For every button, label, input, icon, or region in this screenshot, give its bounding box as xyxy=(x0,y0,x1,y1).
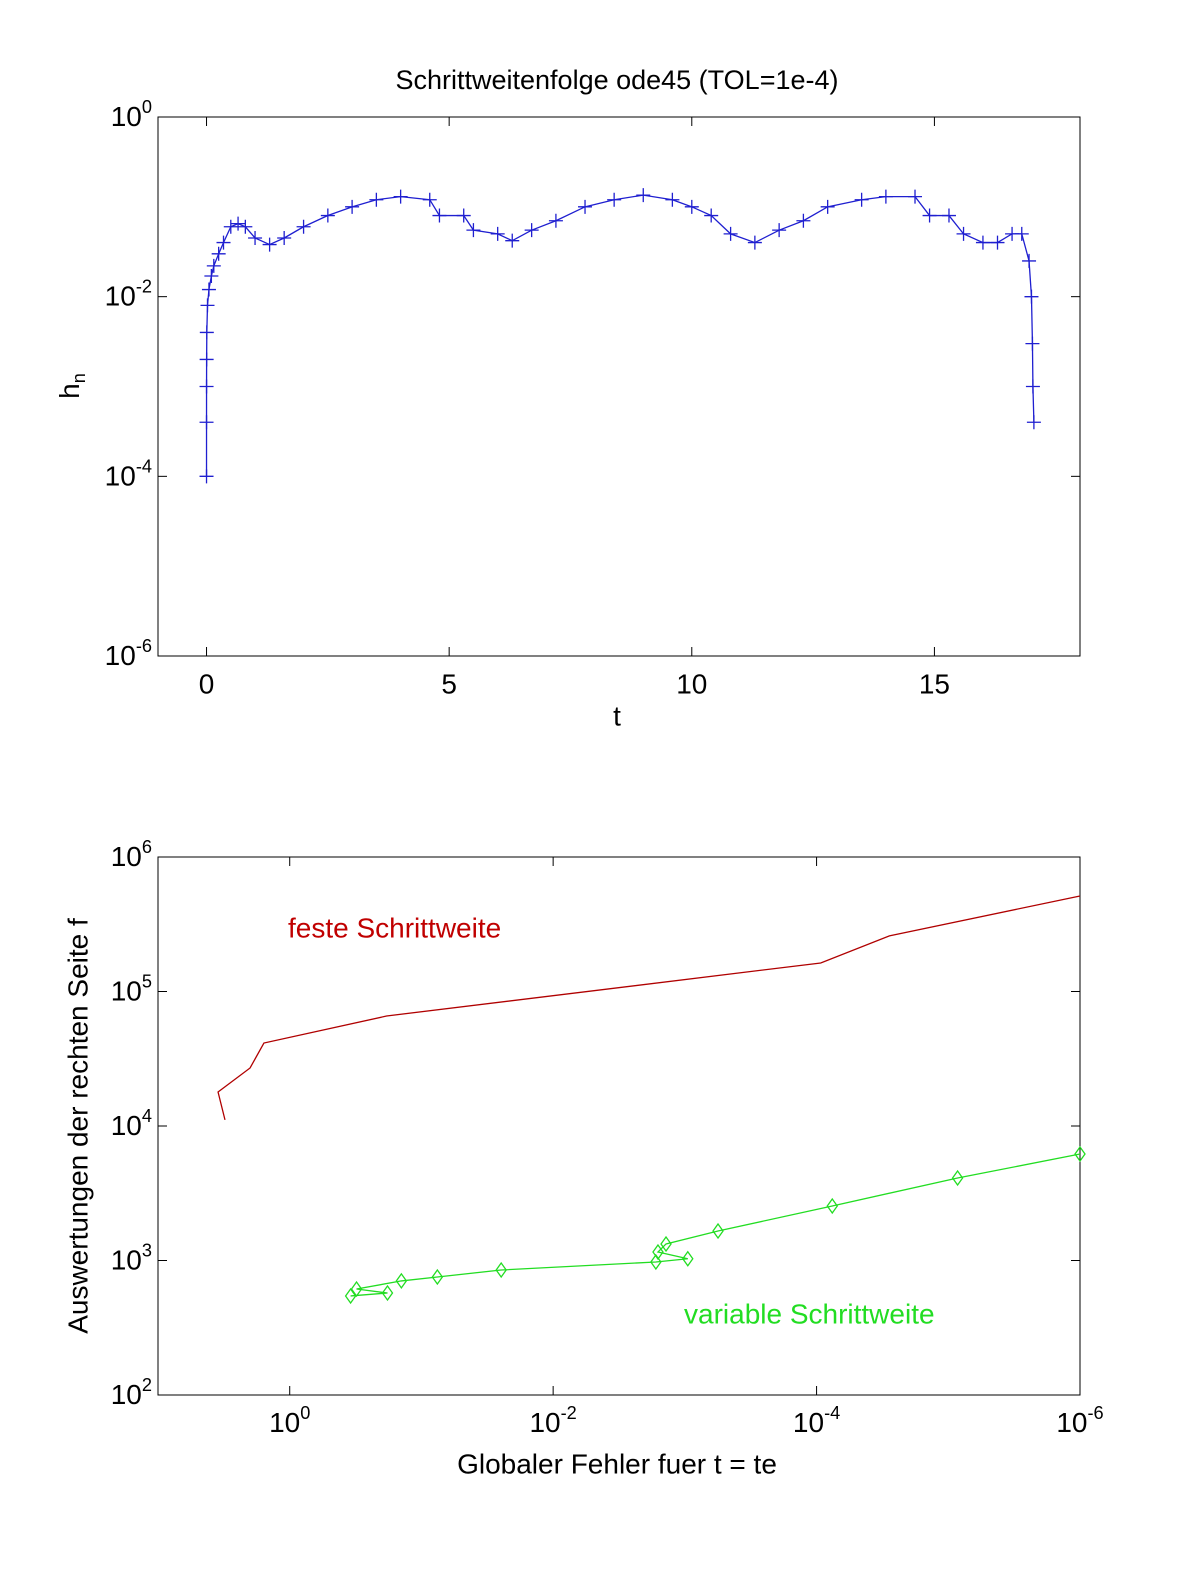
y-tick-label: 10-4 xyxy=(105,456,152,491)
marker-diamond xyxy=(381,1284,394,1302)
data-line xyxy=(217,895,1081,1121)
marker-plus xyxy=(422,192,437,207)
x-tick-label: 0 xyxy=(199,668,215,699)
marker-diamond xyxy=(495,1261,507,1279)
marker-plus xyxy=(922,208,937,223)
x-tick-label: 10-4 xyxy=(793,1403,840,1438)
marker-diamond xyxy=(826,1197,839,1215)
marker-plus xyxy=(578,199,593,214)
marker-plus xyxy=(369,192,384,207)
marker-plus xyxy=(1026,415,1041,430)
marker-plus xyxy=(665,192,680,207)
x-tick-label: 100 xyxy=(269,1403,310,1438)
marker-plus xyxy=(854,192,869,207)
x-tick-label: 5 xyxy=(441,668,457,699)
x-tick-label: 10-6 xyxy=(1056,1403,1103,1438)
y-tick-label: 10-6 xyxy=(105,636,152,671)
marker-plus xyxy=(296,219,311,234)
marker-plus xyxy=(345,199,360,214)
marker-plus xyxy=(432,208,447,223)
marker-plus xyxy=(723,226,738,241)
marker-plus xyxy=(320,208,335,223)
data-line xyxy=(205,194,1035,477)
marker-plus xyxy=(548,213,563,228)
marker-diamond xyxy=(431,1268,444,1286)
marker-plus xyxy=(223,219,238,234)
marker-plus xyxy=(199,415,214,430)
marker-plus xyxy=(216,235,231,250)
marker-plus xyxy=(206,258,221,273)
y-tick-label: 105 xyxy=(111,971,152,1006)
marker-plus xyxy=(199,352,214,367)
y-tick-label: 104 xyxy=(111,1106,152,1141)
marker-plus xyxy=(466,223,481,238)
marker-plus xyxy=(1024,289,1039,304)
marker-diamond xyxy=(951,1169,964,1187)
x-tick-label: 10-2 xyxy=(529,1403,576,1438)
y-tick-label: 102 xyxy=(111,1375,152,1410)
y-tick-label: 106 xyxy=(111,837,152,872)
marker-plus xyxy=(490,226,505,241)
y-tick-label: 10-2 xyxy=(105,277,152,312)
marker-plus xyxy=(393,189,408,204)
x-axis-label: Globaler Fehler fuer t = te xyxy=(457,1448,777,1479)
marker-plus xyxy=(277,230,292,245)
marker-plus xyxy=(636,188,651,203)
y-tick-label: 100 xyxy=(111,97,152,132)
marker-diamond xyxy=(681,1250,694,1267)
marker-plus xyxy=(990,235,1005,250)
marker-diamond xyxy=(652,1243,664,1261)
marker-diamond xyxy=(650,1253,662,1271)
marker-plus xyxy=(1014,226,1029,241)
marker-diamond xyxy=(660,1235,672,1253)
marker-plus xyxy=(524,223,539,238)
marker-plus xyxy=(975,235,990,250)
y-tick-label: 103 xyxy=(111,1240,152,1275)
annotation: variable Schrittweite xyxy=(684,1298,935,1329)
marker-diamond xyxy=(395,1272,408,1290)
y-axis-label: hn xyxy=(54,373,89,399)
marker-plus xyxy=(878,189,893,204)
marker-plus xyxy=(200,298,215,313)
marker-plus xyxy=(796,213,811,228)
x-tick-label: 15 xyxy=(919,668,950,699)
data-line xyxy=(350,1153,1081,1297)
marker-plus xyxy=(607,192,622,207)
marker-plus xyxy=(199,469,214,484)
axes-box xyxy=(157,116,1081,657)
marker-plus xyxy=(820,199,835,214)
marker-plus xyxy=(684,199,699,214)
marker-plus xyxy=(456,208,471,223)
marker-plus xyxy=(199,379,214,394)
marker-plus xyxy=(941,208,956,223)
marker-plus xyxy=(211,246,226,261)
marker-plus xyxy=(231,216,246,231)
marker-plus xyxy=(1025,379,1040,394)
marker-plus xyxy=(908,189,923,204)
marker-diamond xyxy=(350,1280,363,1298)
marker-plus xyxy=(262,237,277,252)
marker-plus xyxy=(956,226,971,241)
marker-plus xyxy=(772,223,787,238)
marker-plus xyxy=(248,230,263,245)
marker-plus xyxy=(704,208,719,223)
marker-plus xyxy=(238,219,253,234)
y-axis-label: Auswertungen der rechten Seite f xyxy=(62,918,93,1334)
marker-plus xyxy=(505,233,520,248)
x-axis-label: t xyxy=(613,700,621,731)
marker-plus xyxy=(201,282,216,297)
marker-plus xyxy=(1025,336,1040,351)
marker-diamond xyxy=(1074,1145,1086,1163)
marker-plus xyxy=(204,268,219,283)
x-tick-label: 10 xyxy=(676,668,707,699)
marker-plus xyxy=(1022,253,1037,268)
marker-plus xyxy=(199,325,214,340)
marker-diamond xyxy=(344,1287,357,1305)
marker-diamond xyxy=(712,1222,724,1240)
annotation: feste Schrittweite xyxy=(288,912,501,943)
chart-title: Schrittweitenfolge ode45 (TOL=1e-4) xyxy=(395,65,838,95)
marker-plus xyxy=(747,235,762,250)
